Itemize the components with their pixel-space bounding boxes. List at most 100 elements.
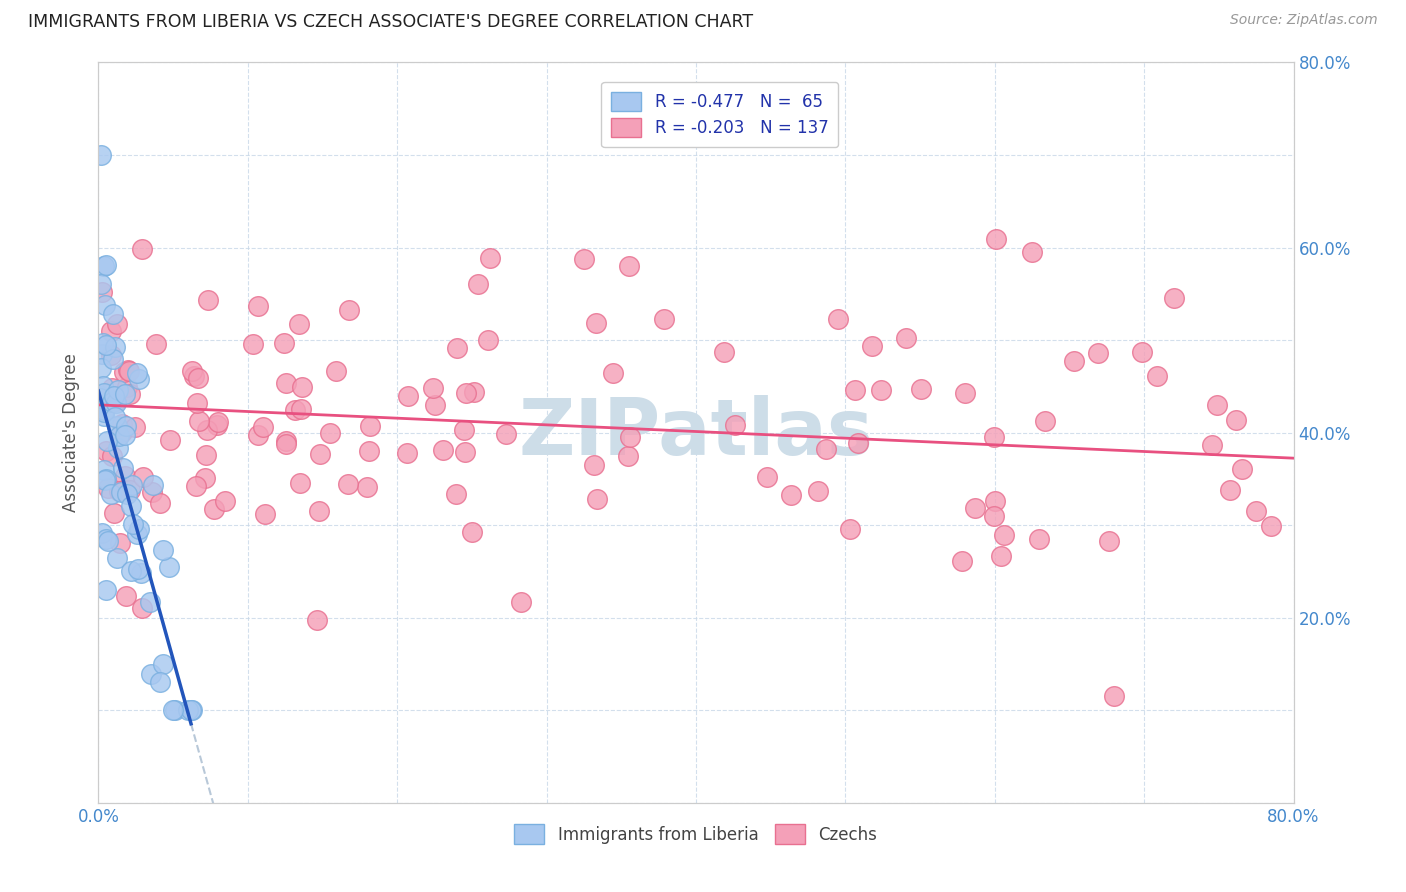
Point	[108, 536, 131, 550]
Point	[396, 389, 419, 403]
Point	[180, 703, 202, 717]
Point	[1201, 438, 1223, 452]
Point	[90, 277, 112, 291]
Point	[252, 420, 274, 434]
Point	[110, 484, 132, 499]
Point	[132, 469, 155, 483]
Point	[993, 527, 1015, 541]
Point	[115, 487, 138, 501]
Point	[186, 479, 208, 493]
Point	[807, 484, 830, 499]
Point	[90, 347, 112, 361]
Point	[755, 470, 778, 484]
Point	[120, 564, 142, 578]
Point	[100, 325, 122, 339]
Point	[242, 336, 264, 351]
Point	[205, 418, 228, 433]
Point	[984, 232, 1007, 246]
Point	[357, 444, 380, 458]
Point	[839, 523, 862, 537]
Point	[1163, 292, 1185, 306]
Point	[89, 392, 111, 406]
Point	[460, 525, 482, 540]
Point	[94, 533, 117, 547]
Point	[139, 595, 162, 609]
Point	[131, 242, 153, 256]
Point	[100, 348, 122, 362]
Point	[583, 458, 606, 472]
Point	[90, 361, 112, 376]
Point	[107, 383, 129, 397]
Point	[495, 426, 517, 441]
Point	[145, 337, 167, 351]
Point	[180, 364, 202, 378]
Point	[111, 417, 134, 432]
Point	[983, 509, 1005, 524]
Point	[93, 463, 115, 477]
Point	[869, 383, 891, 397]
Point	[93, 402, 115, 417]
Point	[127, 562, 149, 576]
Point	[246, 299, 269, 313]
Point	[308, 504, 330, 518]
Point	[444, 487, 467, 501]
Point	[114, 387, 136, 401]
Point	[100, 449, 122, 463]
Point	[894, 331, 917, 345]
Point	[93, 386, 115, 401]
Point	[97, 534, 120, 549]
Point	[180, 703, 202, 717]
Point	[165, 703, 187, 717]
Point	[253, 507, 276, 521]
Point	[105, 393, 128, 408]
Point	[308, 446, 330, 460]
Point	[477, 333, 499, 347]
Point	[509, 595, 531, 609]
Legend: Immigrants from Liberia, Czechs: Immigrants from Liberia, Czechs	[505, 814, 887, 854]
Point	[713, 345, 735, 359]
Point	[94, 472, 117, 486]
Point	[125, 366, 148, 380]
Point	[432, 442, 454, 457]
Point	[115, 590, 138, 604]
Point	[120, 386, 142, 401]
Point	[117, 362, 139, 376]
Point	[396, 446, 419, 460]
Point	[93, 409, 115, 423]
Point	[91, 335, 114, 350]
Point	[585, 316, 607, 330]
Point	[202, 502, 225, 516]
Point	[111, 460, 134, 475]
Point	[274, 376, 297, 390]
Point	[846, 436, 869, 450]
Point	[93, 405, 115, 419]
Point	[359, 419, 381, 434]
Point	[93, 259, 115, 273]
Point	[214, 494, 236, 508]
Point	[815, 442, 838, 456]
Point	[463, 384, 485, 399]
Point	[585, 491, 607, 506]
Point	[129, 566, 152, 580]
Point	[194, 471, 217, 485]
Point	[617, 259, 640, 273]
Point	[93, 379, 115, 393]
Point	[105, 317, 128, 331]
Point	[1130, 345, 1153, 359]
Point	[780, 488, 803, 502]
Point	[94, 298, 117, 312]
Point	[197, 293, 219, 307]
Point	[454, 386, 477, 401]
Point	[446, 341, 468, 355]
Point	[860, 339, 883, 353]
Point	[844, 383, 866, 397]
Point	[94, 583, 117, 598]
Point	[152, 542, 174, 557]
Text: IMMIGRANTS FROM LIBERIA VS CZECH ASSOCIATE'S DEGREE CORRELATION CHART: IMMIGRANTS FROM LIBERIA VS CZECH ASSOCIA…	[28, 13, 754, 31]
Point	[188, 414, 211, 428]
Point	[950, 554, 973, 568]
Point	[162, 703, 184, 717]
Point	[121, 516, 143, 531]
Point	[157, 559, 180, 574]
Point	[105, 418, 128, 433]
